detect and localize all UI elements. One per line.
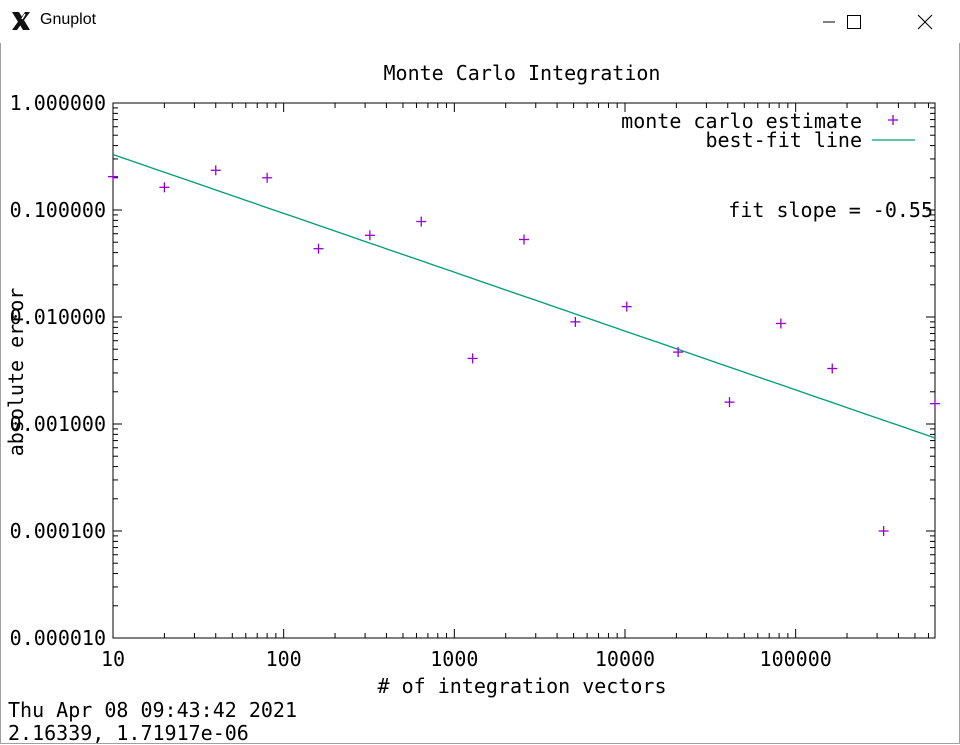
data-point <box>775 318 786 329</box>
mouse-coordinate-readout: 2.16339, 1.71917e-06 <box>8 721 249 745</box>
data-point <box>570 316 581 327</box>
data-point <box>416 216 427 227</box>
x11-icon <box>12 12 30 30</box>
data-point <box>827 363 838 374</box>
best-fit-line <box>112 153 936 439</box>
data-point <box>313 243 324 254</box>
data-point <box>724 397 735 408</box>
data-point <box>519 234 529 245</box>
fit-slope-annotation: fit slope = -0.55 <box>728 198 933 222</box>
minimize-icon <box>823 21 835 22</box>
y-tick-label: 1.000000 <box>10 91 106 115</box>
y-tick-label: 0.000010 <box>10 626 106 650</box>
plot-border <box>112 102 936 639</box>
x-tick-label: 1000 <box>430 647 478 671</box>
data-point <box>673 347 684 358</box>
data-point <box>108 171 118 182</box>
y-tick-label: 0.010000 <box>10 305 106 329</box>
data-point <box>159 182 170 193</box>
window-titlebar[interactable]: Gnuplot <box>0 0 960 43</box>
x-axis-label: # of integration vectors <box>378 674 667 698</box>
x-tick-label: 10000 <box>595 647 655 671</box>
close-button[interactable] <box>902 0 948 43</box>
window-title: Gnuplot <box>40 11 97 28</box>
plot-window-canvas[interactable] <box>0 43 960 744</box>
data-point <box>262 172 273 183</box>
maximize-icon <box>847 14 861 29</box>
x-tick-label: 10 <box>101 647 125 671</box>
data-point <box>930 398 940 409</box>
y-tick-label: 0.001000 <box>10 412 106 436</box>
y-axis-label: absolute error <box>4 288 28 457</box>
y-tick-label: 0.100000 <box>10 198 106 222</box>
data-point <box>621 301 632 312</box>
data-point <box>364 230 375 241</box>
x-tick-label: 100000 <box>760 647 832 671</box>
data-point <box>878 526 889 536</box>
legend-label-fit: best-fit line <box>705 128 862 152</box>
minimize-button[interactable] <box>806 0 852 43</box>
legend-label-estimate: monte carlo estimate <box>621 109 862 133</box>
data-point <box>210 165 221 176</box>
x-tick-label: 100 <box>266 647 302 671</box>
maximize-button[interactable] <box>831 0 877 43</box>
timestamp: Thu Apr 08 09:43:42 2021 <box>8 698 297 722</box>
close-icon <box>917 14 933 29</box>
y-tick-label: 0.000100 <box>10 519 106 543</box>
chart-title: Monte Carlo Integration <box>384 61 661 85</box>
data-point <box>467 353 478 364</box>
